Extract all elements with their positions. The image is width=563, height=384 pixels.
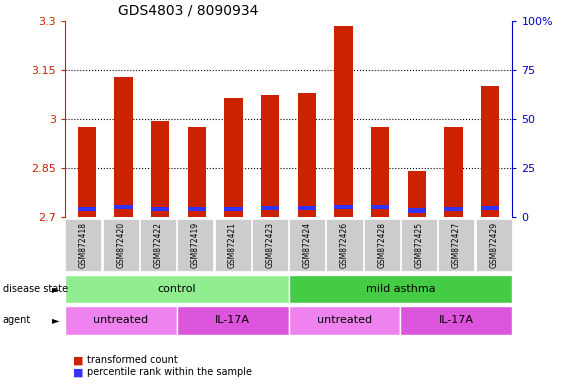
Bar: [481, 86, 499, 217]
Text: mild asthma: mild asthma: [365, 284, 435, 294]
Text: GSM872428: GSM872428: [377, 222, 386, 268]
Bar: [78, 127, 96, 217]
Text: control: control: [157, 284, 196, 294]
Bar: [444, 127, 463, 217]
Text: GSM872427: GSM872427: [452, 222, 461, 268]
Bar: [187, 127, 206, 217]
Text: ►: ►: [52, 284, 59, 294]
Bar: [408, 208, 426, 213]
Bar: [298, 93, 316, 217]
Bar: [371, 205, 390, 209]
Bar: [187, 207, 206, 211]
Text: disease state: disease state: [3, 284, 68, 294]
Bar: [444, 207, 463, 211]
Bar: [224, 207, 243, 211]
Bar: [371, 127, 390, 217]
Text: agent: agent: [3, 315, 31, 326]
Text: GSM872425: GSM872425: [414, 222, 423, 268]
Text: GSM872426: GSM872426: [340, 222, 349, 268]
Bar: [151, 207, 169, 211]
Text: IL-17A: IL-17A: [439, 315, 474, 326]
Text: GSM872422: GSM872422: [154, 222, 163, 268]
Text: GSM872421: GSM872421: [228, 222, 237, 268]
Text: percentile rank within the sample: percentile rank within the sample: [87, 367, 252, 377]
Text: GDS4803 / 8090934: GDS4803 / 8090934: [118, 3, 259, 17]
Text: ►: ►: [52, 315, 59, 326]
Text: GSM872429: GSM872429: [489, 222, 498, 268]
Bar: [261, 94, 279, 217]
Bar: [114, 76, 133, 217]
Bar: [261, 206, 279, 210]
Bar: [224, 98, 243, 217]
Text: GSM872419: GSM872419: [191, 222, 200, 268]
Bar: [114, 205, 133, 209]
Bar: [481, 206, 499, 210]
Bar: [334, 205, 353, 209]
Text: GSM872418: GSM872418: [79, 222, 88, 268]
Bar: [408, 171, 426, 217]
Text: ■: ■: [73, 355, 84, 365]
Bar: [298, 206, 316, 210]
Text: transformed count: transformed count: [87, 355, 178, 365]
Bar: [334, 26, 353, 217]
Text: GSM872420: GSM872420: [116, 222, 125, 268]
Text: ■: ■: [73, 367, 84, 377]
Bar: [78, 207, 96, 211]
Text: GSM872423: GSM872423: [265, 222, 274, 268]
Text: GSM872424: GSM872424: [303, 222, 312, 268]
Text: untreated: untreated: [317, 315, 372, 326]
Text: untreated: untreated: [93, 315, 148, 326]
Text: IL-17A: IL-17A: [215, 315, 250, 326]
Bar: [151, 121, 169, 217]
